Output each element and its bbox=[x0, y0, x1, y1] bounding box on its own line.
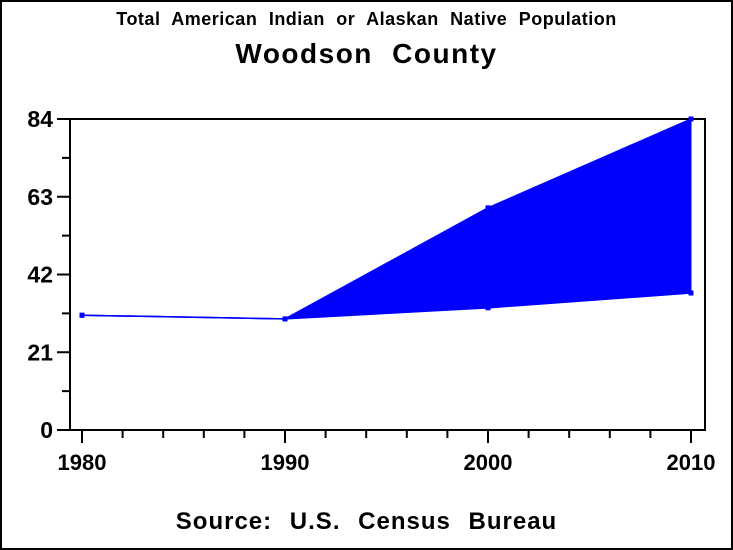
data-point-marker bbox=[79, 312, 85, 318]
y-tick-label: 84 bbox=[27, 106, 53, 132]
y-tick-label: 0 bbox=[40, 417, 53, 443]
y-tick-label: 42 bbox=[27, 262, 53, 288]
x-tick-label: 1980 bbox=[58, 450, 107, 475]
data-point-marker bbox=[688, 116, 694, 122]
data-point-marker bbox=[282, 316, 288, 322]
x-tick-label: 1990 bbox=[261, 450, 310, 475]
data-point-marker bbox=[485, 205, 491, 211]
population-range-band bbox=[284, 118, 692, 320]
x-tick-label: 2010 bbox=[667, 450, 716, 475]
source-note: Source: U.S. Census Bureau bbox=[175, 508, 558, 535]
data-point-marker bbox=[688, 290, 694, 296]
y-tick-label: 63 bbox=[27, 184, 53, 210]
data-point-marker bbox=[485, 305, 491, 311]
y-tick-label: 21 bbox=[27, 339, 53, 365]
population-line-lower bbox=[81, 292, 692, 320]
x-tick-label: 2000 bbox=[464, 450, 513, 475]
chart-title: Total American Indian or Alaskan Native … bbox=[116, 9, 617, 29]
chart-subtitle: Woodson County bbox=[235, 38, 498, 69]
